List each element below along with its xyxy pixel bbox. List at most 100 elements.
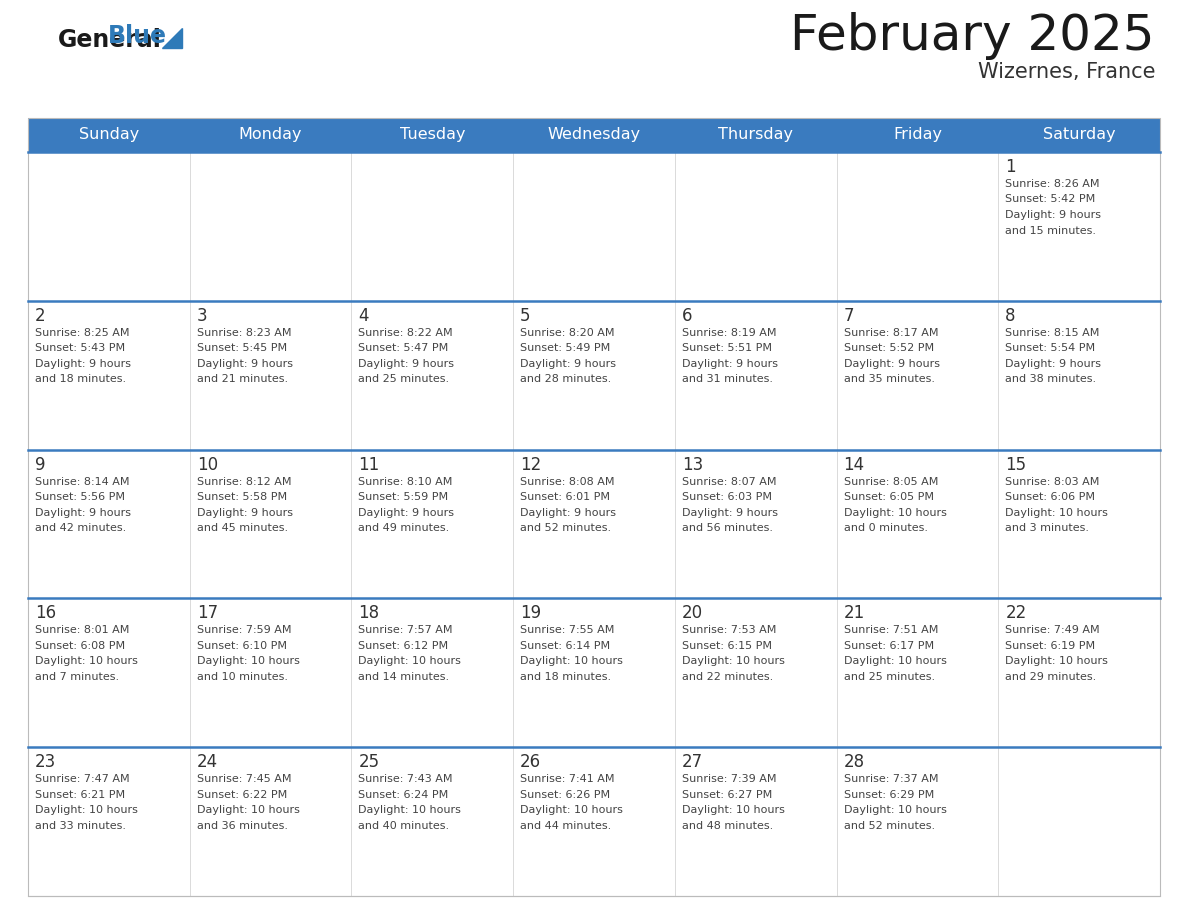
Text: 28: 28 <box>843 753 865 771</box>
Bar <box>29 118 1159 896</box>
Text: and 45 minutes.: and 45 minutes. <box>197 523 287 533</box>
Text: 11: 11 <box>359 455 380 474</box>
Text: 19: 19 <box>520 604 542 622</box>
Text: Sunrise: 7:53 AM: Sunrise: 7:53 AM <box>682 625 776 635</box>
Text: Sunrise: 7:39 AM: Sunrise: 7:39 AM <box>682 774 776 784</box>
Text: 7: 7 <box>843 307 854 325</box>
Text: 16: 16 <box>34 604 56 622</box>
Text: and 18 minutes.: and 18 minutes. <box>520 672 612 682</box>
Text: Daylight: 9 hours: Daylight: 9 hours <box>1005 210 1101 220</box>
Text: and 56 minutes.: and 56 minutes. <box>682 523 773 533</box>
Text: Sunrise: 8:23 AM: Sunrise: 8:23 AM <box>197 328 291 338</box>
Text: 5: 5 <box>520 307 531 325</box>
Text: 20: 20 <box>682 604 703 622</box>
Text: Sunset: 6:06 PM: Sunset: 6:06 PM <box>1005 492 1095 502</box>
Bar <box>513 118 675 152</box>
Text: and 3 minutes.: and 3 minutes. <box>1005 523 1089 533</box>
Text: 15: 15 <box>1005 455 1026 474</box>
Text: and 22 minutes.: and 22 minutes. <box>682 672 773 682</box>
Text: Sunset: 5:56 PM: Sunset: 5:56 PM <box>34 492 125 502</box>
Text: Daylight: 10 hours: Daylight: 10 hours <box>359 805 461 815</box>
Text: 24: 24 <box>197 753 217 771</box>
Polygon shape <box>162 28 182 48</box>
Bar <box>675 118 836 152</box>
Text: and 44 minutes.: and 44 minutes. <box>520 821 612 831</box>
Text: Sunset: 5:43 PM: Sunset: 5:43 PM <box>34 343 125 353</box>
Text: 14: 14 <box>843 455 865 474</box>
Text: and 35 minutes.: and 35 minutes. <box>843 375 935 385</box>
Text: Sunday: Sunday <box>78 128 139 142</box>
Text: and 42 minutes.: and 42 minutes. <box>34 523 126 533</box>
Text: February 2025: February 2025 <box>790 12 1155 60</box>
Text: Daylight: 9 hours: Daylight: 9 hours <box>682 508 778 518</box>
Text: Sunrise: 8:19 AM: Sunrise: 8:19 AM <box>682 328 776 338</box>
Text: Sunrise: 7:57 AM: Sunrise: 7:57 AM <box>359 625 453 635</box>
Text: Daylight: 9 hours: Daylight: 9 hours <box>682 359 778 369</box>
Text: Sunrise: 8:14 AM: Sunrise: 8:14 AM <box>34 476 129 487</box>
Text: Sunset: 6:12 PM: Sunset: 6:12 PM <box>359 641 449 651</box>
Text: Sunrise: 8:08 AM: Sunrise: 8:08 AM <box>520 476 614 487</box>
Text: 18: 18 <box>359 604 379 622</box>
Text: Daylight: 9 hours: Daylight: 9 hours <box>359 359 455 369</box>
Text: Sunrise: 8:01 AM: Sunrise: 8:01 AM <box>34 625 129 635</box>
Text: and 28 minutes.: and 28 minutes. <box>520 375 612 385</box>
Text: Sunset: 6:27 PM: Sunset: 6:27 PM <box>682 789 772 800</box>
Text: Thursday: Thursday <box>719 128 794 142</box>
Text: Daylight: 9 hours: Daylight: 9 hours <box>197 359 292 369</box>
Text: Daylight: 9 hours: Daylight: 9 hours <box>34 359 131 369</box>
Text: Sunset: 6:10 PM: Sunset: 6:10 PM <box>197 641 286 651</box>
Text: Sunset: 6:21 PM: Sunset: 6:21 PM <box>34 789 125 800</box>
Text: 22: 22 <box>1005 604 1026 622</box>
Text: Sunrise: 8:07 AM: Sunrise: 8:07 AM <box>682 476 776 487</box>
Text: Daylight: 10 hours: Daylight: 10 hours <box>359 656 461 666</box>
Bar <box>29 118 190 152</box>
Bar <box>352 118 513 152</box>
Text: Daylight: 10 hours: Daylight: 10 hours <box>843 656 947 666</box>
Text: and 21 minutes.: and 21 minutes. <box>197 375 287 385</box>
Text: Sunrise: 7:49 AM: Sunrise: 7:49 AM <box>1005 625 1100 635</box>
Text: 4: 4 <box>359 307 369 325</box>
Text: Sunrise: 7:47 AM: Sunrise: 7:47 AM <box>34 774 129 784</box>
Text: Sunset: 5:51 PM: Sunset: 5:51 PM <box>682 343 772 353</box>
Text: Sunset: 6:03 PM: Sunset: 6:03 PM <box>682 492 772 502</box>
Text: Daylight: 10 hours: Daylight: 10 hours <box>843 508 947 518</box>
Text: Sunrise: 8:22 AM: Sunrise: 8:22 AM <box>359 328 453 338</box>
Text: Daylight: 10 hours: Daylight: 10 hours <box>843 805 947 815</box>
Text: Monday: Monday <box>239 128 302 142</box>
Text: Daylight: 9 hours: Daylight: 9 hours <box>359 508 455 518</box>
Text: 26: 26 <box>520 753 542 771</box>
Text: Daylight: 9 hours: Daylight: 9 hours <box>520 359 617 369</box>
Text: 17: 17 <box>197 604 217 622</box>
Text: 1: 1 <box>1005 158 1016 176</box>
Text: 23: 23 <box>34 753 56 771</box>
Text: and 10 minutes.: and 10 minutes. <box>197 672 287 682</box>
Text: Daylight: 9 hours: Daylight: 9 hours <box>34 508 131 518</box>
Text: Daylight: 9 hours: Daylight: 9 hours <box>197 508 292 518</box>
Text: Sunset: 6:14 PM: Sunset: 6:14 PM <box>520 641 611 651</box>
Text: Sunset: 5:47 PM: Sunset: 5:47 PM <box>359 343 449 353</box>
Text: Sunset: 5:59 PM: Sunset: 5:59 PM <box>359 492 449 502</box>
Text: and 7 minutes.: and 7 minutes. <box>34 672 119 682</box>
Text: 8: 8 <box>1005 307 1016 325</box>
Text: and 15 minutes.: and 15 minutes. <box>1005 226 1097 236</box>
Text: 3: 3 <box>197 307 208 325</box>
Text: Saturday: Saturday <box>1043 128 1116 142</box>
Text: and 49 minutes.: and 49 minutes. <box>359 523 450 533</box>
Bar <box>190 118 352 152</box>
Text: Sunrise: 8:05 AM: Sunrise: 8:05 AM <box>843 476 939 487</box>
Text: Daylight: 10 hours: Daylight: 10 hours <box>34 656 138 666</box>
Text: Sunrise: 7:55 AM: Sunrise: 7:55 AM <box>520 625 614 635</box>
Text: Sunrise: 8:12 AM: Sunrise: 8:12 AM <box>197 476 291 487</box>
Text: Daylight: 10 hours: Daylight: 10 hours <box>682 656 785 666</box>
Text: Sunset: 5:42 PM: Sunset: 5:42 PM <box>1005 195 1095 205</box>
Text: Sunset: 6:29 PM: Sunset: 6:29 PM <box>843 789 934 800</box>
Text: Sunrise: 7:41 AM: Sunrise: 7:41 AM <box>520 774 614 784</box>
Text: Daylight: 9 hours: Daylight: 9 hours <box>520 508 617 518</box>
Text: 2: 2 <box>34 307 45 325</box>
Text: Wednesday: Wednesday <box>548 128 640 142</box>
Text: and 52 minutes.: and 52 minutes. <box>843 821 935 831</box>
Bar <box>998 118 1159 152</box>
Text: and 0 minutes.: and 0 minutes. <box>843 523 928 533</box>
Text: Sunset: 6:05 PM: Sunset: 6:05 PM <box>843 492 934 502</box>
Text: 25: 25 <box>359 753 379 771</box>
